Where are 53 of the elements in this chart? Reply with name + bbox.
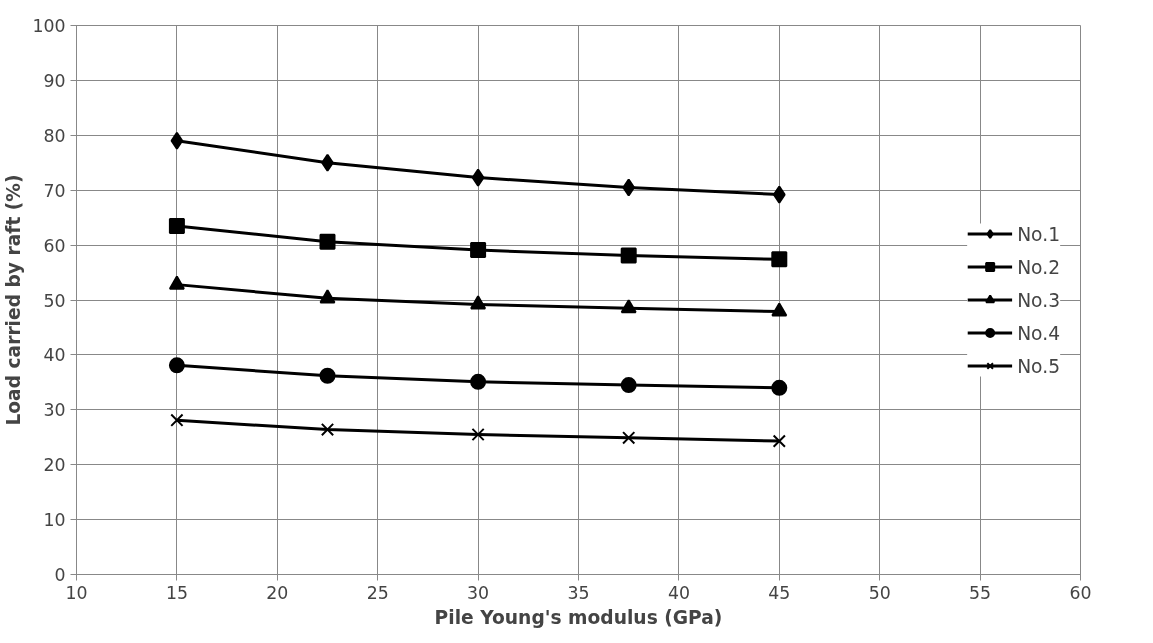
point xyxy=(471,427,485,442)
x-tick-label: 20 xyxy=(266,582,289,603)
y-tick-label: 50 xyxy=(43,290,66,311)
y-tick-label: 10 xyxy=(43,510,66,531)
point xyxy=(771,251,788,268)
y-tick-label: 70 xyxy=(43,180,66,201)
point xyxy=(319,289,336,304)
legend-label: No.4 xyxy=(1017,322,1060,343)
legend-label: No.2 xyxy=(1017,256,1060,277)
point xyxy=(622,431,636,445)
point xyxy=(772,185,786,204)
y-tick-label: 80 xyxy=(43,125,66,146)
legend-label: No.5 xyxy=(1017,355,1060,376)
x-tick-label: 55 xyxy=(969,582,992,603)
point xyxy=(319,367,336,384)
x-tick-label: 10 xyxy=(65,582,88,603)
point xyxy=(319,233,336,250)
x-tick-label: 60 xyxy=(1069,582,1092,603)
x-tick-label: 30 xyxy=(467,582,490,603)
point xyxy=(470,242,487,259)
point xyxy=(170,413,184,427)
point xyxy=(170,131,184,150)
point xyxy=(771,379,788,396)
point xyxy=(168,275,185,290)
point xyxy=(620,247,637,264)
x-tick-label: 50 xyxy=(868,582,891,603)
x-tick-label: 25 xyxy=(366,582,389,603)
y-tick-label: 20 xyxy=(43,455,66,476)
y-tick-label: 40 xyxy=(43,345,66,366)
x-tick-label: 45 xyxy=(768,582,791,603)
point xyxy=(168,357,185,374)
point xyxy=(772,434,786,448)
x-tick-label: 15 xyxy=(165,582,188,603)
point xyxy=(320,422,335,437)
x-tick-label: 35 xyxy=(567,582,590,603)
y-tick-label: 100 xyxy=(32,16,66,36)
y-tick-label: 0 xyxy=(54,565,66,585)
point xyxy=(470,295,487,310)
point xyxy=(620,377,637,394)
y-tick-label: 30 xyxy=(43,400,66,421)
x-tick-label: 40 xyxy=(667,582,690,603)
x-axis-title: Pile Young's modulus (GPa) xyxy=(434,606,723,628)
point xyxy=(622,178,636,197)
y-tick-label: 60 xyxy=(43,235,66,256)
point xyxy=(470,373,487,390)
legend-label: No.1 xyxy=(1017,223,1060,244)
point xyxy=(771,302,788,317)
y-axis-title: Load carried by raft (%) xyxy=(3,174,25,426)
legend-label: No.3 xyxy=(1017,289,1060,310)
point xyxy=(168,217,185,234)
point xyxy=(620,299,637,314)
y-tick-label: 90 xyxy=(43,70,66,91)
point xyxy=(471,168,485,187)
